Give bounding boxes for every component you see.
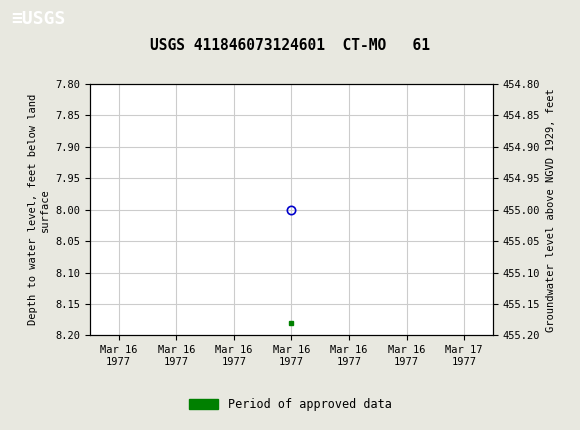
Text: ≡USGS: ≡USGS (12, 10, 66, 28)
Y-axis label: Depth to water level, feet below land
surface: Depth to water level, feet below land su… (28, 94, 50, 325)
Legend: Period of approved data: Period of approved data (184, 393, 396, 415)
Y-axis label: Groundwater level above NGVD 1929, feet: Groundwater level above NGVD 1929, feet (546, 88, 556, 332)
Text: USGS 411846073124601  CT-MO   61: USGS 411846073124601 CT-MO 61 (150, 38, 430, 52)
